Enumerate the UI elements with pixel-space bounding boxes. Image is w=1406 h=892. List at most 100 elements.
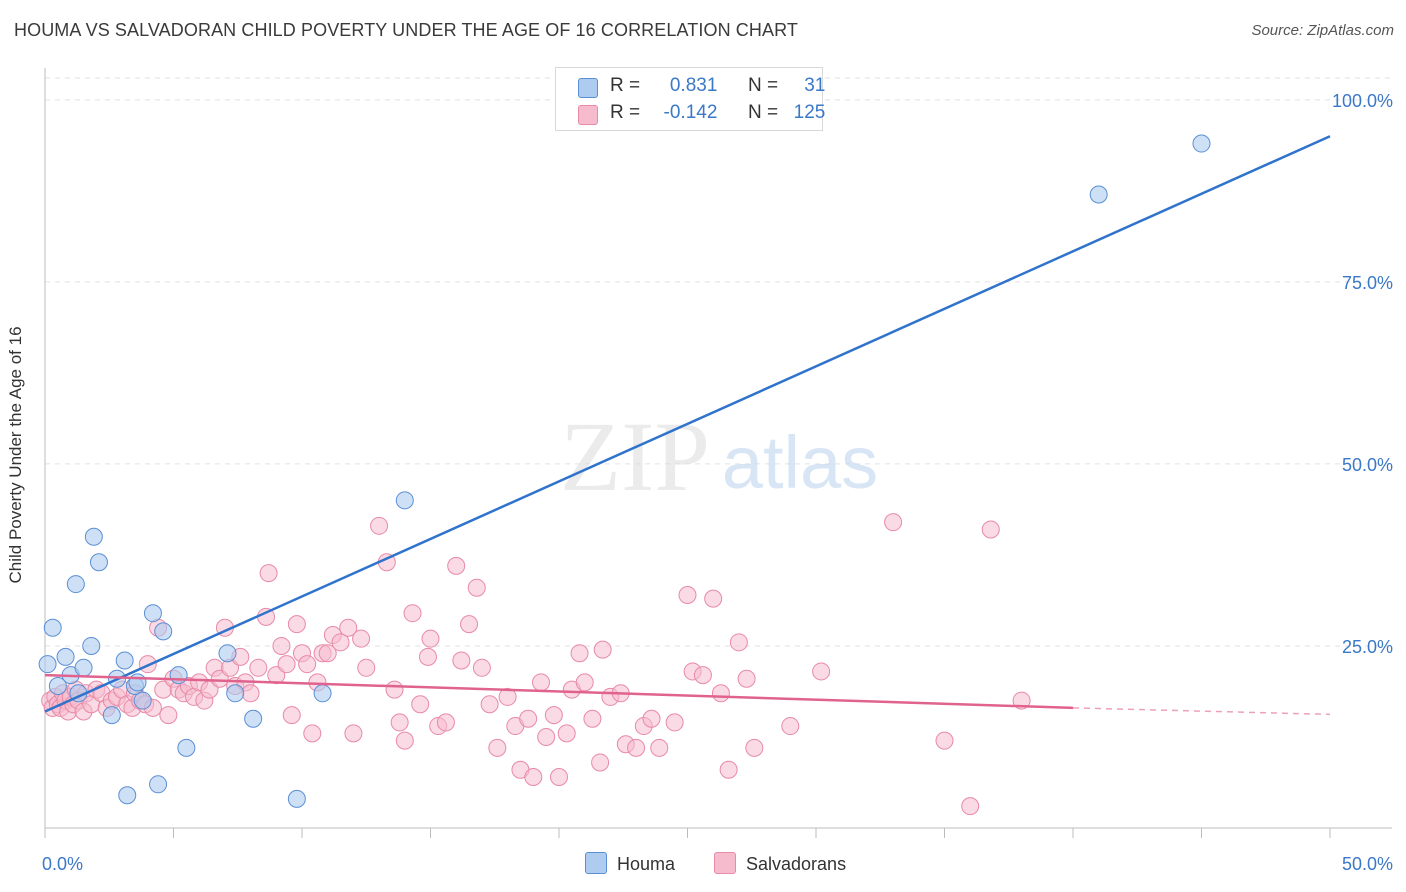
salvadoran-point [259,564,278,583]
salvadoran-point [524,768,543,787]
salvadoran-point [472,658,491,677]
salvadoran-n-label: N = [747,102,779,123]
salvadoran-point [935,731,954,750]
salvadoran-point [249,658,268,677]
salvadoran-point [665,713,684,732]
salvadoran-point [460,615,479,634]
salvadoran-point [537,727,556,746]
houma-point [66,575,85,594]
salvadoran-point [575,673,594,692]
houma-n-label: N = [747,75,779,96]
bottom-legend-salvadorans: Salvadorans [714,852,846,875]
salvadoran-point [352,629,371,648]
salvadoran-point [693,666,712,685]
salvadoran-point [403,604,422,623]
salvadoran-point [591,753,610,772]
salvadoran-point [745,738,764,757]
salvadoran-point [488,738,507,757]
salvadoran-point [498,687,517,706]
houma-point [177,738,196,757]
salvadoran-point [650,738,669,757]
houma-point [118,786,137,805]
houma-point [38,655,57,674]
salvadoran-point [318,644,337,663]
watermark: ZIP atlas [560,401,878,512]
houma-point [1089,185,1108,204]
salvadoran-point [467,578,486,597]
salvadoran-point [385,680,404,699]
salvadoran-point [287,615,306,634]
houma-point [84,527,103,546]
tick-labels: 25.0% 50.0% 75.0% 100.0% 0.0% 50.0% [42,91,1393,874]
y-tick-label-50: 50.0% [1342,455,1393,475]
houma-point [218,644,237,663]
houma-r-value: 0.831 [669,75,718,96]
houma-point [82,636,101,655]
salvadoran-point [519,709,538,728]
houma-point [154,622,173,641]
salvadoran-point [436,713,455,732]
salvadoran-point [711,684,730,703]
salvadoran-point [550,768,568,787]
houma-point [169,666,188,685]
salvadoran-point [418,647,437,666]
houma-point [43,618,62,637]
salvadoran-point [298,655,317,674]
salvadoran-r-label: R = [610,102,641,123]
salvadoran-point [370,516,389,535]
houma-point [1192,134,1211,153]
salvadoran-point [704,589,723,608]
salvadoran-point [357,658,376,677]
chart-title: HOUMA VS SALVADORAN CHILD POVERTY UNDER … [14,20,798,40]
salvadoran-point [447,556,466,575]
salvadoran-swatch [578,105,598,125]
salvadoran-point [303,724,322,743]
salvadoran-point [557,724,576,743]
houma-point [149,775,168,794]
houma-trend-line [44,135,1331,713]
houma-point [128,673,147,692]
salvadoran-point [583,709,602,728]
houma-point [74,658,93,677]
salvadoran-point [272,636,291,655]
salvadoran-point [159,706,178,725]
houma-point [395,491,414,510]
salvadoran-point [331,633,350,652]
salvadoran-point [390,713,409,732]
grid-lines [45,77,1392,647]
salvadoran-point [812,662,831,681]
salvadoran-n-value: 125 [793,102,826,123]
houma-n-value: 31 [804,75,826,96]
bottom-houma-label: Houma [617,854,676,874]
watermark-zip: ZIP [560,401,710,512]
salvadoran-point [452,651,471,670]
y-tick-label-25: 25.0% [1342,637,1393,657]
bottom-legend-houma: Houma [585,852,675,875]
houma-point [56,647,75,666]
salvadoran-point [339,618,358,637]
y-tick-label-75: 75.0% [1342,273,1393,293]
houma-point [115,651,134,670]
salvadoran-point [678,585,697,604]
salvadoran-point [395,731,414,750]
houma-point [48,677,67,696]
salvadoran-point [421,629,440,648]
houma-point [143,604,162,623]
salvadoran-point [411,695,430,714]
houma-point [133,691,152,710]
salvadoran-point [627,738,646,757]
salvadoran-points [41,513,1031,816]
x-tick-label-min: 0.0% [42,854,83,874]
houma-point [313,684,332,703]
salvadoran-point [729,633,748,652]
salvadoran-point [277,655,296,674]
salvadoran-trend-extension [1072,707,1331,716]
salvadoran-point [1012,691,1031,710]
salvadoran-point [344,724,363,743]
houma-point [226,684,245,703]
correlation-legend: R = 0.831 N = 31 R = -0.142 N = 125 [555,67,826,131]
salvadoran-point [593,640,612,659]
bottom-salvadorans-label: Salvadorans [746,854,847,874]
salvadoran-point [884,513,903,532]
salvadoran-point [282,706,301,725]
